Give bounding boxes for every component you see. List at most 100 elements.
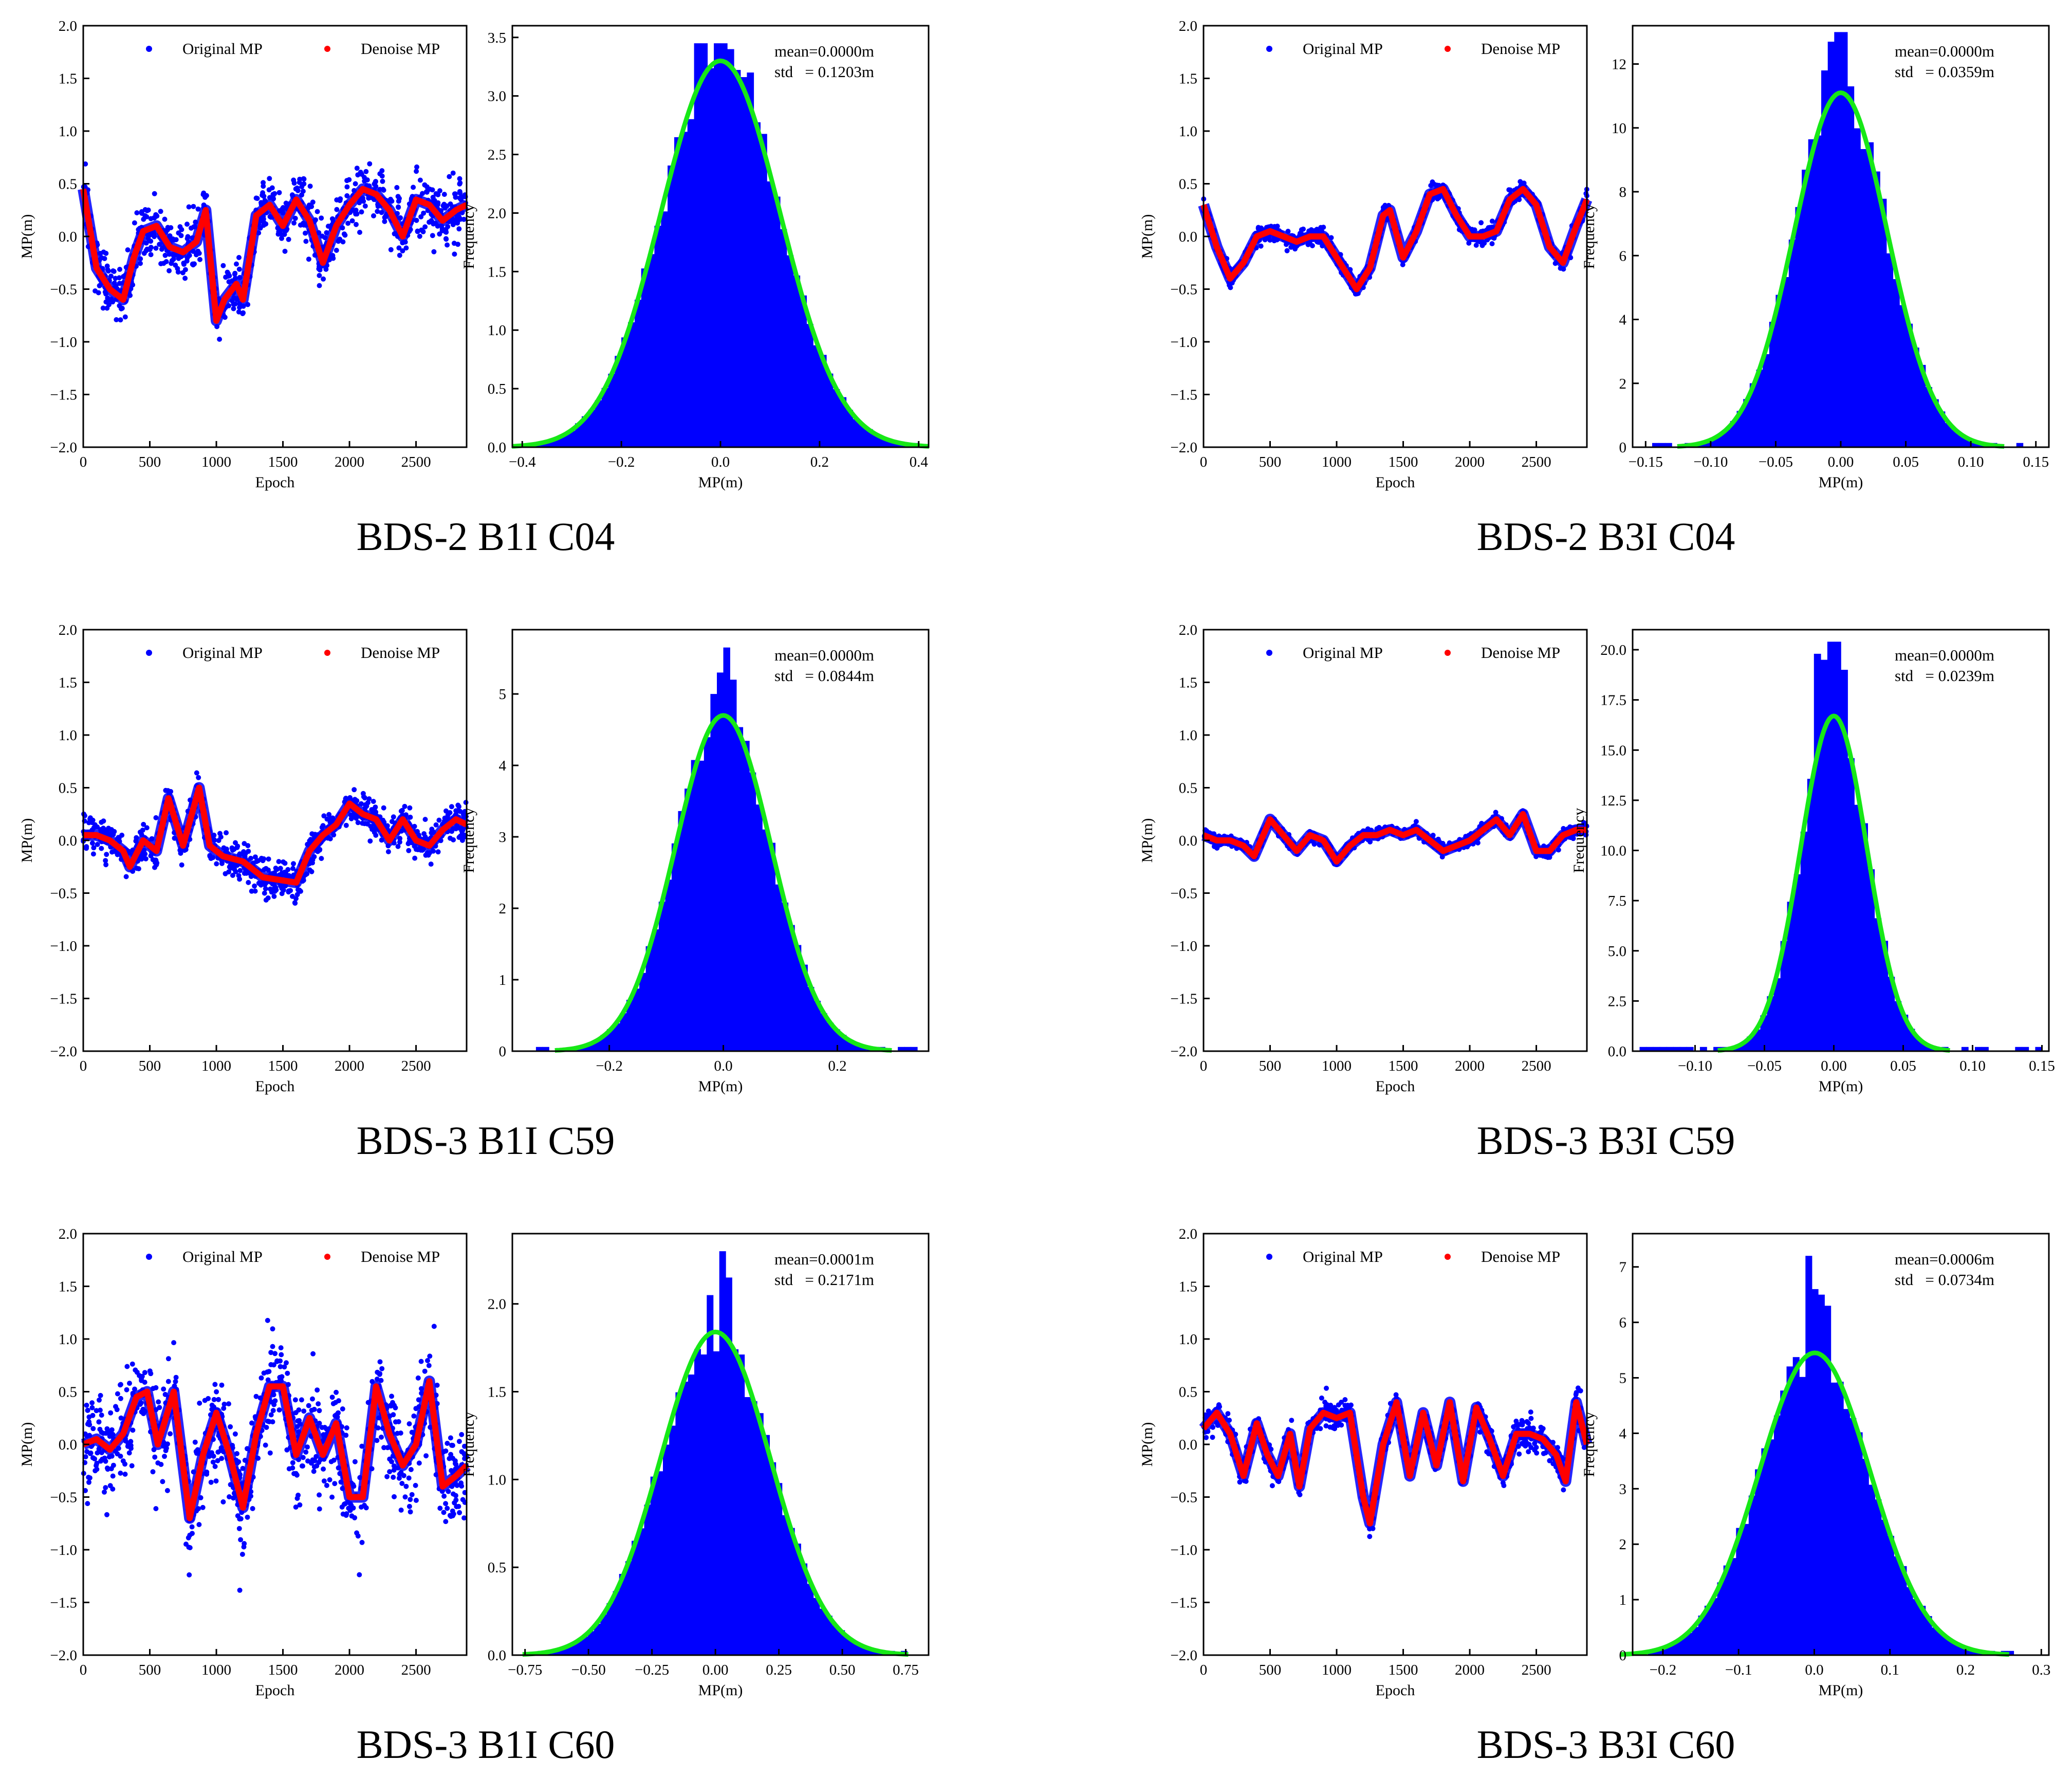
original-mp-point <box>99 846 104 851</box>
x-tick-label: 0 <box>80 1058 87 1074</box>
original-mp-point <box>98 1458 103 1464</box>
original-mp-point <box>234 261 239 267</box>
original-mp-point <box>258 216 263 222</box>
original-mp-point <box>202 1398 208 1403</box>
original-mp-point <box>456 226 462 232</box>
original-mp-point <box>417 177 423 183</box>
histogram-bars <box>1652 32 2024 448</box>
original-mp-point <box>319 233 325 239</box>
hist-x-tick-label: 0.2 <box>810 454 829 470</box>
original-mp-point <box>97 1407 103 1413</box>
histogram-bar <box>1679 1047 1687 1051</box>
original-mp-point <box>441 192 447 197</box>
original-mp-point <box>411 185 416 190</box>
original-mp-point <box>450 1508 455 1514</box>
histogram-bar <box>654 226 662 447</box>
histogram-bar <box>1724 429 1731 447</box>
original-mp-point <box>109 1427 115 1433</box>
original-mp-point <box>153 858 159 864</box>
original-mp-point <box>210 1459 216 1465</box>
original-mp-point <box>158 1462 164 1467</box>
original-mp-point <box>422 182 428 188</box>
histogram-bar <box>1827 641 1835 1051</box>
original-mp-point <box>357 1475 363 1480</box>
hist-x-tick-label: 0.15 <box>2023 454 2049 470</box>
histogram-bar <box>704 737 711 1051</box>
original-mp-point <box>187 836 193 842</box>
original-mp-point <box>237 876 243 882</box>
original-mp-point <box>1262 237 1268 243</box>
histogram-bar <box>1854 128 1861 448</box>
original-mp-point <box>232 276 238 281</box>
histogram-bar <box>1847 758 1855 1051</box>
legend-original-label: Original MP <box>1303 40 1383 58</box>
original-mp-point <box>87 816 92 822</box>
histogram-bar <box>1899 305 1907 447</box>
legend-original-label: Original MP <box>1303 644 1383 662</box>
original-mp-point <box>230 873 235 878</box>
original-mp-point <box>407 805 413 811</box>
original-mp-point <box>153 815 159 820</box>
histogram-bar <box>813 345 820 447</box>
original-mp-point <box>99 1413 104 1418</box>
original-mp-point <box>263 1442 268 1448</box>
original-mp-point <box>194 252 199 258</box>
original-mp-point <box>355 820 361 826</box>
original-mp-point <box>134 210 140 215</box>
hist-y-tick-label: 12.5 <box>1600 793 1626 809</box>
original-mp-point <box>235 1513 240 1518</box>
original-mp-point <box>443 227 449 232</box>
original-mp-point <box>112 829 117 834</box>
histogram-bar <box>832 389 840 447</box>
original-mp-point <box>162 252 168 258</box>
x-tick-label: 2000 <box>335 454 364 470</box>
histogram-bar <box>678 811 685 1051</box>
x-tick-label: 1000 <box>201 454 231 470</box>
original-mp-point <box>173 237 179 243</box>
original-mp-point <box>147 1368 153 1374</box>
original-mp-point <box>348 816 354 821</box>
hist-x-axis-label: MP(m) <box>1819 474 1863 491</box>
original-mp-point <box>125 247 131 253</box>
original-mp-point <box>126 849 132 854</box>
hist-x-tick-label: −0.10 <box>1693 454 1728 470</box>
original-mp-point <box>344 193 350 198</box>
original-mp-point <box>419 227 424 233</box>
original-mp-point <box>226 273 231 279</box>
original-mp-point <box>219 1382 225 1388</box>
original-mp-point <box>284 1360 289 1366</box>
original-mp-point <box>305 1444 310 1450</box>
original-mp-point <box>94 1408 99 1414</box>
original-mp-point <box>359 209 364 215</box>
original-mp-point <box>321 1478 327 1484</box>
original-mp-point <box>261 200 266 206</box>
mp-timeseries-chart: 0 500 1000 1500 2000 2500−2.0−1.5−1.0−0.50.00… <box>18 1226 471 1699</box>
original-mp-point <box>237 1587 243 1593</box>
original-mp-point <box>225 269 230 275</box>
original-mp-point <box>284 226 290 232</box>
histogram-bar <box>1961 1047 1969 1051</box>
original-mp-point <box>353 181 358 187</box>
histogram-bar <box>674 137 681 447</box>
original-mp-point <box>451 1491 456 1497</box>
original-mp-point <box>452 251 457 257</box>
original-mp-point <box>301 222 307 228</box>
original-mp-point <box>327 257 332 263</box>
original-mp-point <box>234 1460 240 1466</box>
original-mp-point <box>104 1512 109 1517</box>
original-mp-point <box>140 1406 146 1412</box>
original-mp-point <box>166 268 172 273</box>
original-mp-point <box>330 1401 336 1406</box>
hist-y-tick-label: 2.0 <box>488 205 506 222</box>
original-mp-point <box>396 204 401 210</box>
original-mp-point <box>195 206 201 212</box>
original-mp-point <box>214 861 219 867</box>
original-mp-point <box>214 324 220 329</box>
original-mp-point <box>299 184 305 190</box>
original-mp-point <box>460 1497 466 1502</box>
original-mp-point <box>1556 847 1561 853</box>
original-mp-point <box>134 1369 140 1375</box>
original-mp-point <box>423 1453 429 1459</box>
original-mp-point <box>411 1413 417 1419</box>
original-mp-point <box>1400 262 1405 267</box>
